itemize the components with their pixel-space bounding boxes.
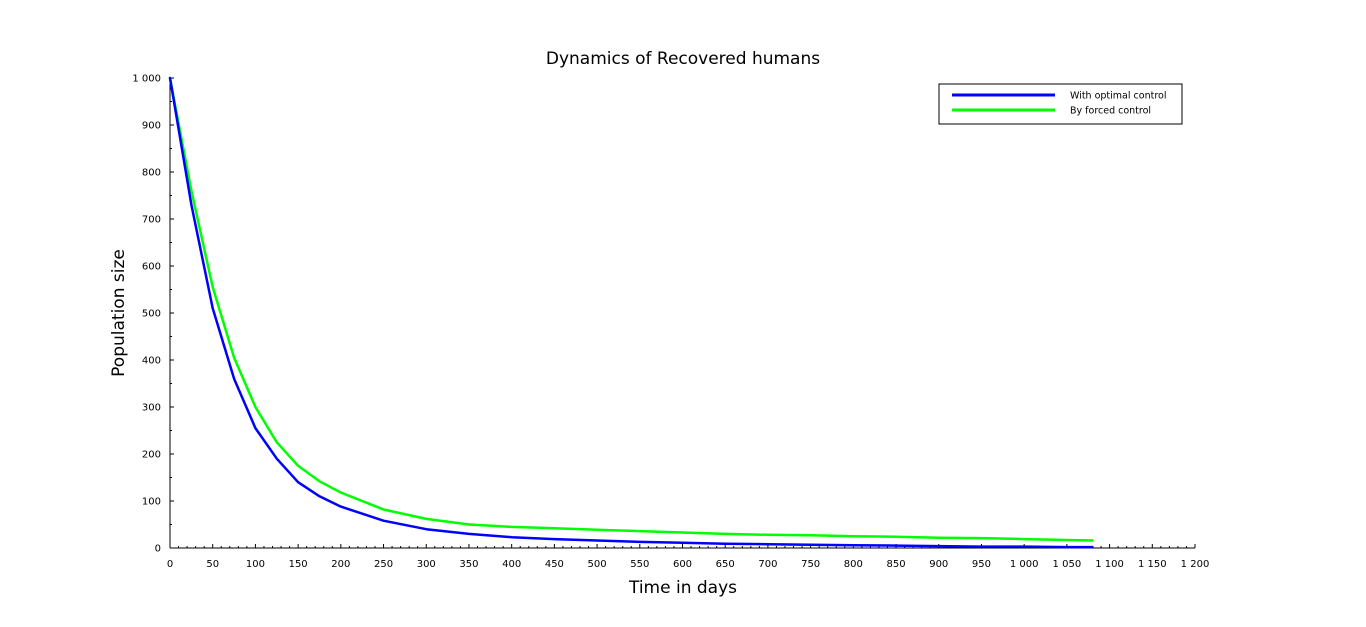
x-tick-label: 550 [630, 559, 649, 570]
x-tick-label: 400 [502, 559, 521, 570]
chart-title: Dynamics of Recovered humans [546, 49, 820, 69]
x-tick-label: 250 [374, 559, 393, 570]
x-tick-label: 150 [289, 559, 308, 570]
y-tick-label: 600 [142, 262, 161, 273]
y-axis-label: Population size [109, 249, 129, 377]
x-tick-label: 700 [758, 559, 777, 570]
x-tick-label: 850 [886, 559, 905, 570]
plot-area: 0 50 100 150 200 250 300 350 400 450 500 550 600 650 7… [132, 74, 1209, 571]
x-tick-label: 1 150 [1138, 559, 1167, 570]
x-tick-label: 650 [716, 559, 735, 570]
x-tick-label: 450 [545, 559, 564, 570]
legend-box [938, 83, 1183, 125]
x-tick-label: 1 000 [1010, 559, 1039, 570]
x-tick-label: 0 [167, 559, 173, 570]
x-tick-label: 350 [459, 559, 478, 570]
x-tick-label: 300 [417, 559, 436, 570]
x-tick-label: 1 100 [1095, 559, 1124, 570]
y-tick-label: 0 [155, 544, 161, 555]
y-tick-label: 700 [142, 215, 161, 226]
y-tick-label: 300 [142, 403, 161, 414]
y-tick-label: 500 [142, 309, 161, 320]
y-tick-label: 1 000 [132, 74, 161, 85]
y-tick-label: 100 [142, 497, 161, 508]
x-tick-label: 1 200 [1181, 559, 1210, 570]
x-tick-label: 950 [972, 559, 991, 570]
x-tick-label: 50 [206, 559, 219, 570]
series-line-with-optimal-control [168, 76, 1094, 549]
x-tick-label: 200 [331, 559, 350, 570]
legend: With optimal control By forced control [938, 83, 1183, 125]
x-tick-label: 600 [673, 559, 692, 570]
legend-label-with-optimal-control: With optimal control [1070, 91, 1166, 102]
x-tick-label: 900 [929, 559, 948, 570]
x-axis-label: Time in days [628, 578, 737, 598]
y-tick-label: 200 [142, 450, 161, 461]
x-tick-label: 750 [801, 559, 820, 570]
y-tick-label: 900 [142, 121, 161, 132]
x-tick-label: 800 [844, 559, 863, 570]
x-tick-label: 500 [588, 559, 607, 570]
legend-label-by-forced-control: By forced control [1070, 106, 1151, 117]
x-tick-label: 1 050 [1053, 559, 1082, 570]
x-tick-label: 100 [246, 559, 265, 570]
y-tick-label: 800 [142, 168, 161, 179]
y-tick-label: 400 [142, 356, 161, 367]
series-line-by-forced-control [168, 76, 1094, 542]
